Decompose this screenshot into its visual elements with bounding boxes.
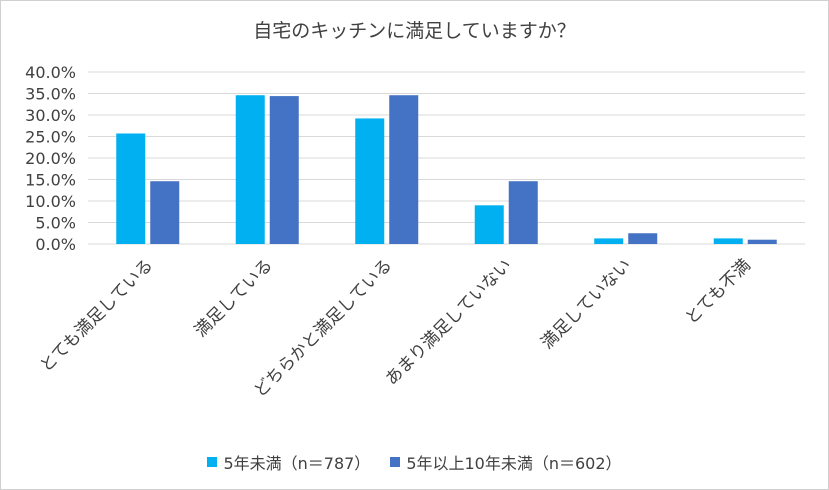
y-tick-label: 30.0% (25, 106, 76, 125)
bar-series-1 (355, 118, 385, 244)
legend-label-series-1: 5年未満（n＝787） (223, 454, 371, 473)
y-tick-label: 0.0% (35, 235, 76, 254)
y-tick-label: 40.0% (25, 63, 76, 82)
legend-swatch-series-2 (390, 457, 401, 467)
y-tick-label: 35.0% (25, 85, 76, 104)
x-category-label: とても満足している (36, 255, 157, 376)
y-tick-label: 15.0% (25, 171, 76, 190)
bar-series-1 (713, 238, 743, 244)
legend-item-series-1: 5年未満（n＝787） (207, 450, 370, 474)
x-category-label: とても不満 (682, 255, 755, 328)
bar-series-2 (389, 95, 419, 244)
bar-series-2 (150, 181, 180, 244)
bar-series-2 (747, 239, 777, 244)
legend-item-series-2: 5年以上10年未満（n＝602） (390, 450, 622, 474)
bar-series-1 (594, 238, 624, 244)
chart-title: 自宅のキッチンに満足していますか？ (253, 20, 576, 42)
bar-series-1 (474, 205, 504, 244)
x-category-label: あまり満足していない (382, 255, 516, 389)
y-tick-label: 20.0% (25, 149, 76, 168)
x-category-label: 満足している (191, 255, 277, 341)
bar-series-2 (628, 233, 658, 244)
bar-series-1 (235, 95, 265, 244)
bar-series-2 (508, 181, 538, 244)
x-category-label: 満足していない (537, 255, 635, 353)
legend: 5年未満（n＝787） 5年以上10年未満（n＝602） (0, 450, 829, 474)
x-category-label: どちらかと満足している (250, 255, 396, 401)
y-tick-label: 25.0% (25, 128, 76, 147)
legend-swatch-series-1 (207, 457, 218, 467)
y-tick-label: 10.0% (25, 192, 76, 211)
legend-label-series-2: 5年以上10年未満（n＝602） (406, 454, 622, 473)
bar-series-1 (116, 133, 146, 244)
y-tick-label: 5.0% (35, 214, 76, 233)
bar-series-2 (269, 96, 299, 244)
